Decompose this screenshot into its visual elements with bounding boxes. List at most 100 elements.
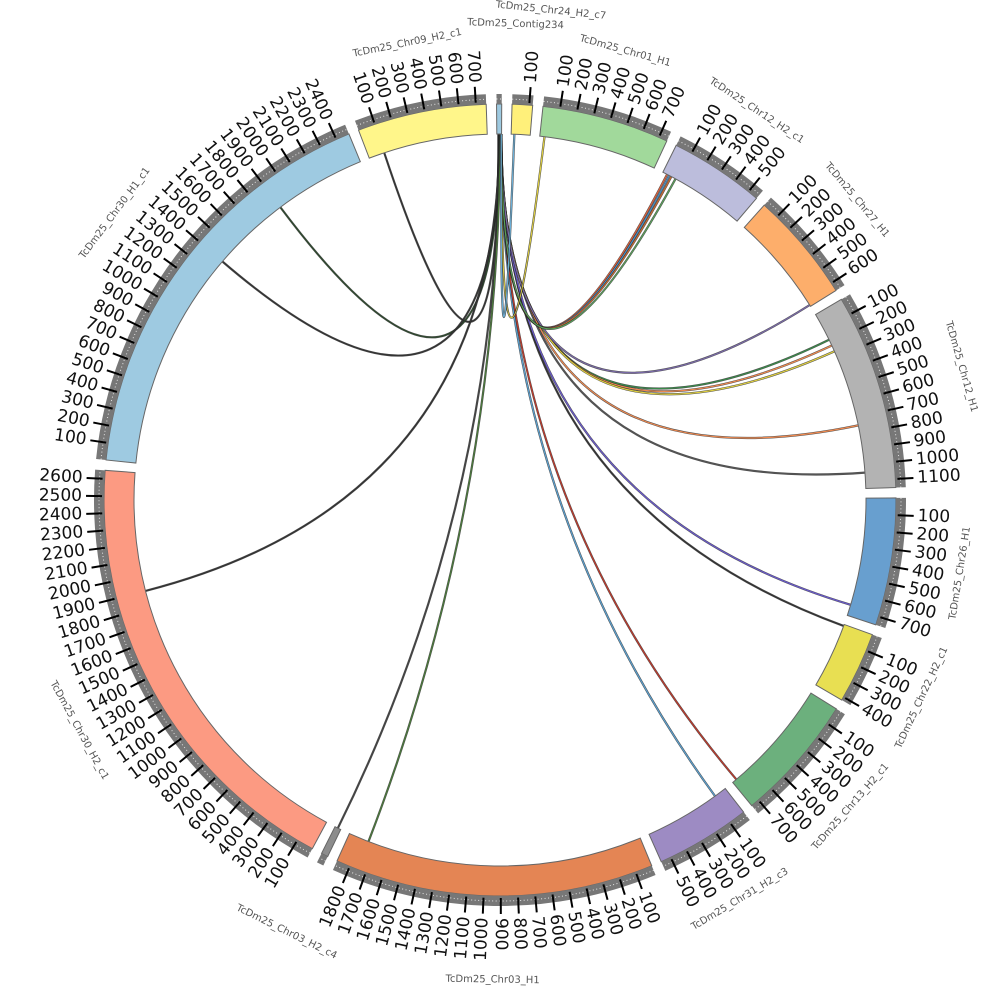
segment-block (510, 103, 534, 136)
tick-label: 600 (545, 913, 569, 948)
major-tick (784, 777, 798, 790)
major-tick (883, 388, 900, 395)
major-tick (106, 369, 123, 377)
major-tick (897, 477, 914, 480)
major-tick (295, 138, 306, 154)
major-tick (896, 531, 913, 535)
major-tick (691, 137, 702, 153)
major-tick (197, 216, 211, 229)
minor-ticks (512, 98, 534, 101)
major-tick (126, 319, 142, 329)
link-outline (367, 133, 502, 842)
segment-block (743, 204, 837, 308)
tick-label: 800 (509, 917, 530, 950)
tick-label: 200 (916, 524, 950, 547)
major-tick (888, 582, 905, 589)
tick-label: 100 (554, 53, 579, 88)
minor-ticks (98, 469, 311, 854)
major-tick (735, 166, 747, 181)
segment-tcdm25-chr30-h2-c1: 1002003004005006007008009001000110012001… (39, 465, 328, 892)
major-tick (610, 102, 617, 119)
major-tick (287, 841, 298, 857)
major-tick (642, 113, 651, 130)
segment-block (105, 133, 362, 464)
segment-label: TcDm25_Chr03_H1 (444, 974, 539, 986)
tick-label: 1100 (917, 466, 961, 488)
major-tick (143, 287, 159, 298)
tick-label: 700 (527, 915, 550, 949)
major-tick (897, 514, 914, 517)
tick-label: 1000 (915, 446, 960, 470)
major-tick (473, 86, 477, 103)
major-tick (265, 157, 277, 173)
major-tick (90, 439, 107, 444)
major-tick (576, 93, 582, 110)
link (500, 134, 737, 780)
minor-ticks (356, 98, 487, 126)
segment-tcdm25-chr12-h1: 10020030040050060070080090010001100TcDm2… (814, 280, 979, 490)
minor-ticks (100, 128, 348, 460)
major-tick (828, 723, 843, 735)
minor-ticks (754, 711, 842, 810)
tick-label: 100 (53, 425, 88, 449)
major-tick (585, 888, 592, 905)
major-tick (796, 764, 810, 777)
major-tick (568, 891, 574, 908)
segment-label: TcDm25_Chr26_H1 (947, 526, 973, 622)
major-tick (87, 529, 104, 533)
link-outline (499, 133, 738, 781)
major-tick (229, 800, 241, 815)
link-outline (221, 133, 501, 357)
major-tick (91, 564, 108, 569)
major-tick (119, 335, 135, 344)
major-tick (517, 897, 520, 914)
major-tick (832, 272, 848, 283)
segment-block (815, 623, 874, 701)
major-tick (185, 229, 199, 242)
major-tick (167, 737, 182, 749)
major-tick (190, 764, 204, 777)
major-tick (86, 476, 103, 480)
link (145, 134, 500, 592)
segment-tcdm25-chr30-h1-c1: 1002003004005006007008009001000110012001… (53, 76, 362, 464)
major-tick (715, 833, 727, 848)
major-tick (86, 512, 103, 515)
major-tick (658, 120, 668, 136)
major-tick (801, 229, 815, 242)
minor-ticks (319, 857, 326, 862)
major-tick (789, 216, 803, 229)
minor-ticks (334, 865, 654, 902)
major-tick (103, 614, 120, 622)
major-tick (215, 789, 229, 803)
segment-block (814, 298, 897, 490)
major-tick (428, 891, 433, 909)
major-tick (327, 122, 337, 139)
tick-band (543, 96, 672, 141)
major-tick (619, 879, 626, 896)
tick-band (841, 294, 906, 488)
major-tick (445, 894, 451, 911)
major-tick (375, 879, 383, 896)
major-tick (844, 697, 860, 707)
major-tick (686, 850, 696, 866)
major-tick (163, 257, 178, 269)
link (367, 133, 501, 842)
major-tick (311, 130, 321, 146)
major-tick (402, 97, 409, 114)
major-tick (730, 823, 742, 838)
major-tick (130, 678, 146, 688)
link (500, 133, 515, 318)
major-tick (534, 896, 538, 913)
tick-label: 900 (913, 427, 948, 451)
major-tick (758, 800, 771, 815)
tick-band (751, 708, 845, 814)
segment-block (320, 826, 342, 858)
major-tick (242, 811, 255, 826)
major-tick (236, 179, 249, 193)
tick-label: 700 (463, 50, 485, 84)
major-tick (851, 305, 867, 315)
major-tick (463, 896, 468, 913)
